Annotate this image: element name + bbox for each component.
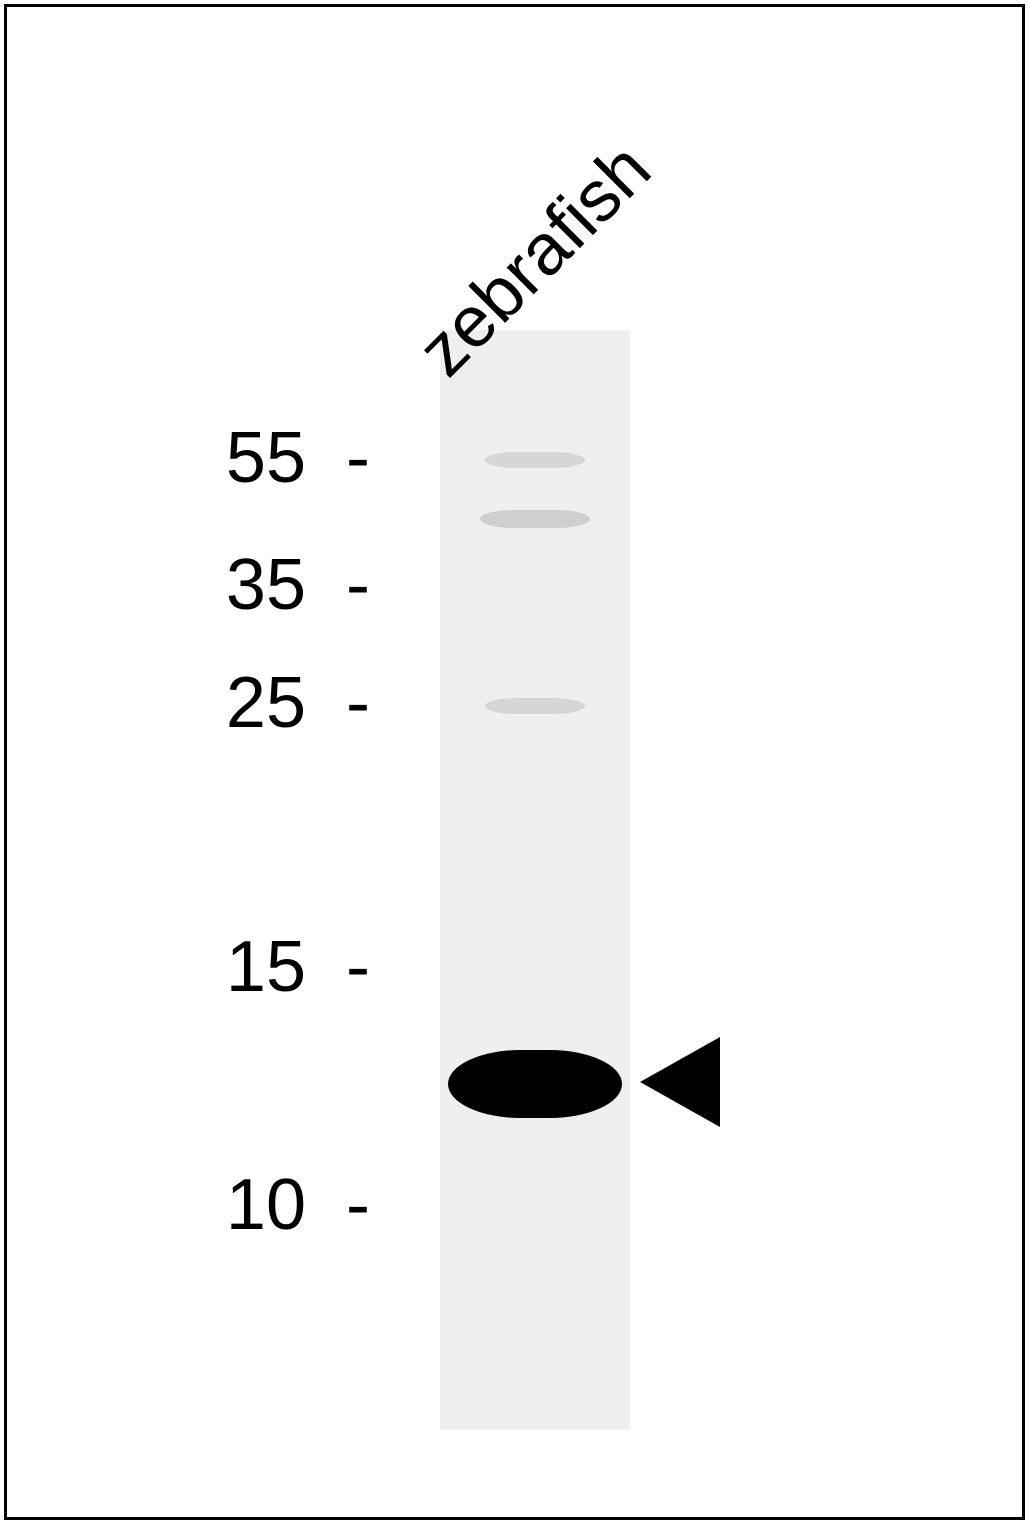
mw-label-25: 25	[206, 662, 306, 744]
mw-dash-10: -	[346, 1164, 370, 1246]
mw-dash-25: -	[346, 662, 370, 744]
blot-figure: zebrafish 55-35-25-15-10-	[0, 0, 1029, 1524]
blot-lane	[440, 330, 630, 1430]
mw-label-15: 15	[206, 926, 306, 1008]
band-arrow-icon	[640, 1037, 720, 1127]
mw-label-10: 10	[206, 1164, 306, 1246]
mw-label-55: 55	[206, 417, 306, 499]
main-band	[448, 1050, 622, 1118]
faint-band-1	[480, 510, 590, 528]
mw-label-35: 35	[206, 544, 306, 626]
faint-band-2	[485, 698, 585, 714]
mw-dash-15: -	[346, 926, 370, 1008]
faint-band-0	[485, 452, 585, 468]
mw-dash-55: -	[346, 417, 370, 499]
mw-dash-35: -	[346, 544, 370, 626]
